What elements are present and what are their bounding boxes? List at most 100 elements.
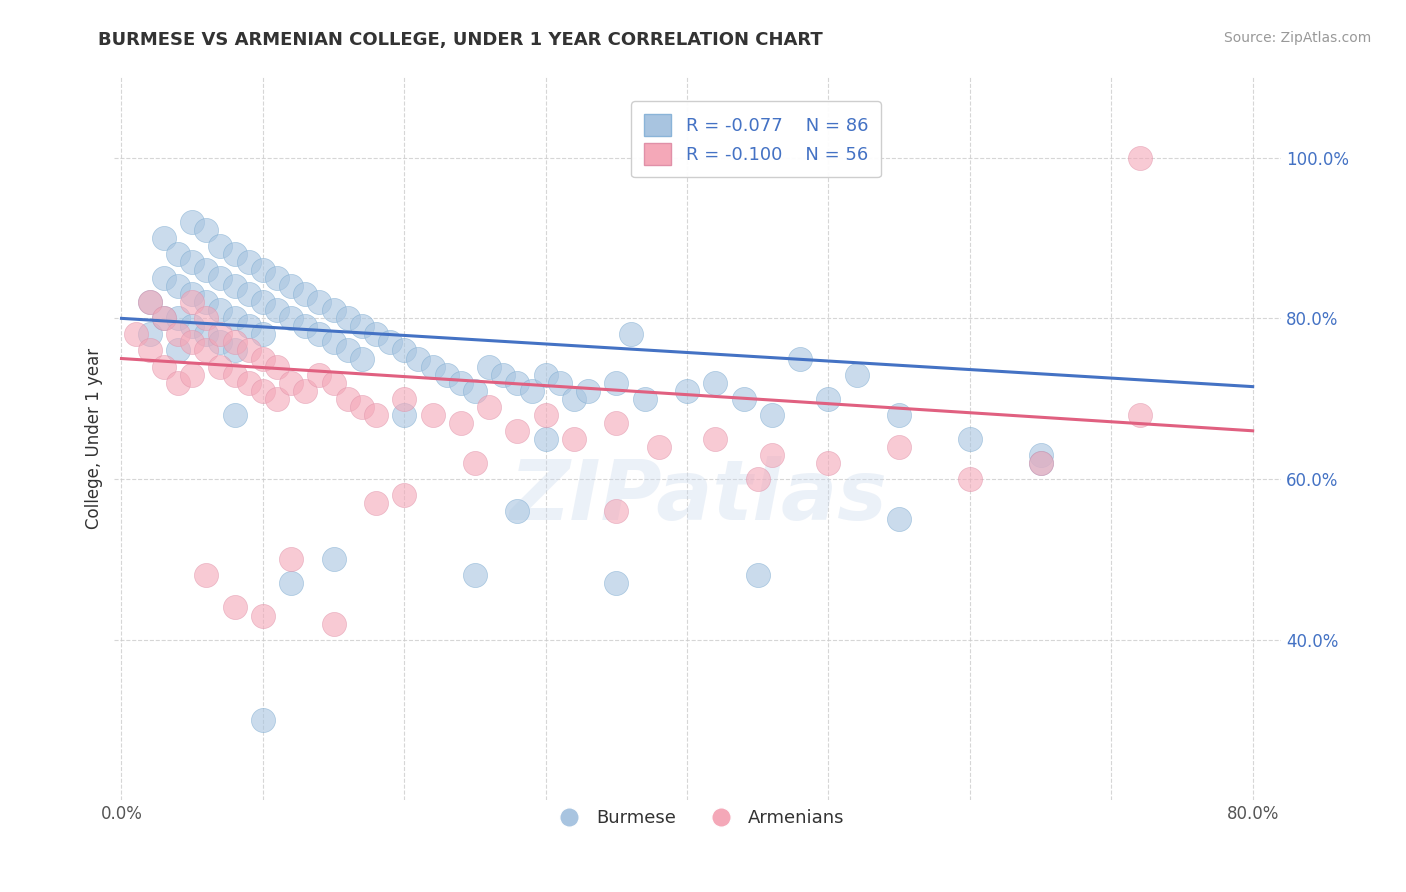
Point	[181, 295, 204, 310]
Point	[634, 392, 657, 406]
Point	[408, 351, 430, 366]
Point	[605, 576, 627, 591]
Point	[209, 359, 232, 374]
Point	[266, 359, 288, 374]
Point	[322, 552, 344, 566]
Point	[534, 368, 557, 382]
Point	[761, 448, 783, 462]
Point	[336, 343, 359, 358]
Point	[224, 247, 246, 261]
Point	[464, 456, 486, 470]
Point	[224, 279, 246, 293]
Point	[195, 223, 218, 237]
Point	[224, 335, 246, 350]
Point	[252, 384, 274, 398]
Point	[280, 576, 302, 591]
Point	[464, 568, 486, 582]
Point	[280, 311, 302, 326]
Point	[534, 408, 557, 422]
Point	[124, 327, 146, 342]
Point	[605, 504, 627, 518]
Point	[153, 311, 176, 326]
Point	[733, 392, 755, 406]
Y-axis label: College, Under 1 year: College, Under 1 year	[86, 348, 103, 529]
Point	[252, 295, 274, 310]
Point	[394, 392, 416, 406]
Point	[889, 408, 911, 422]
Point	[252, 263, 274, 277]
Point	[1029, 456, 1052, 470]
Point	[506, 504, 529, 518]
Point	[181, 335, 204, 350]
Point	[266, 271, 288, 285]
Point	[520, 384, 543, 398]
Point	[209, 303, 232, 318]
Point	[308, 295, 330, 310]
Point	[167, 311, 190, 326]
Point	[704, 432, 727, 446]
Point	[747, 472, 769, 486]
Point	[224, 343, 246, 358]
Point	[294, 319, 316, 334]
Point	[195, 343, 218, 358]
Point	[747, 568, 769, 582]
Point	[506, 424, 529, 438]
Point	[1128, 408, 1150, 422]
Point	[167, 343, 190, 358]
Text: ZIPatlas: ZIPatlas	[509, 456, 887, 537]
Point	[195, 311, 218, 326]
Point	[308, 327, 330, 342]
Point	[548, 376, 571, 390]
Point	[422, 408, 444, 422]
Point	[336, 311, 359, 326]
Point	[350, 319, 373, 334]
Point	[704, 376, 727, 390]
Point	[167, 376, 190, 390]
Point	[889, 512, 911, 526]
Point	[492, 368, 515, 382]
Point	[209, 335, 232, 350]
Point	[378, 335, 401, 350]
Point	[464, 384, 486, 398]
Point	[167, 247, 190, 261]
Point	[322, 303, 344, 318]
Point	[266, 303, 288, 318]
Point	[648, 440, 671, 454]
Point	[252, 351, 274, 366]
Point	[605, 416, 627, 430]
Point	[139, 295, 162, 310]
Point	[224, 311, 246, 326]
Point	[889, 440, 911, 454]
Point	[139, 343, 162, 358]
Point	[350, 400, 373, 414]
Point	[845, 368, 868, 382]
Point	[209, 271, 232, 285]
Point	[181, 255, 204, 269]
Point	[195, 568, 218, 582]
Point	[322, 376, 344, 390]
Point	[394, 488, 416, 502]
Point	[238, 343, 260, 358]
Point	[959, 472, 981, 486]
Point	[322, 616, 344, 631]
Text: BURMESE VS ARMENIAN COLLEGE, UNDER 1 YEAR CORRELATION CHART: BURMESE VS ARMENIAN COLLEGE, UNDER 1 YEA…	[98, 31, 823, 49]
Point	[534, 432, 557, 446]
Point	[280, 279, 302, 293]
Point	[394, 408, 416, 422]
Point	[266, 392, 288, 406]
Point	[959, 432, 981, 446]
Point	[139, 295, 162, 310]
Point	[238, 319, 260, 334]
Point	[1128, 151, 1150, 165]
Point	[364, 496, 387, 510]
Point	[394, 343, 416, 358]
Point	[336, 392, 359, 406]
Point	[167, 327, 190, 342]
Point	[294, 384, 316, 398]
Point	[422, 359, 444, 374]
Point	[478, 400, 501, 414]
Point	[167, 279, 190, 293]
Legend: Burmese, Armenians: Burmese, Armenians	[544, 802, 852, 835]
Point	[224, 368, 246, 382]
Point	[181, 319, 204, 334]
